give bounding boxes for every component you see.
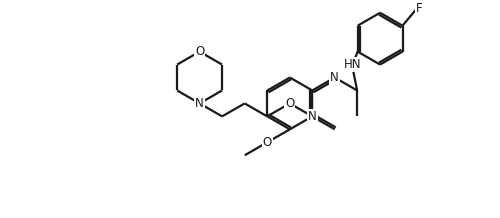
Text: N: N bbox=[195, 97, 204, 110]
Text: F: F bbox=[416, 2, 423, 15]
Text: HN: HN bbox=[344, 58, 361, 71]
Text: N: N bbox=[308, 110, 316, 123]
Text: N: N bbox=[330, 71, 339, 84]
Text: O: O bbox=[262, 136, 272, 149]
Text: O: O bbox=[285, 97, 294, 110]
Text: O: O bbox=[195, 45, 204, 58]
Text: N: N bbox=[195, 97, 204, 110]
